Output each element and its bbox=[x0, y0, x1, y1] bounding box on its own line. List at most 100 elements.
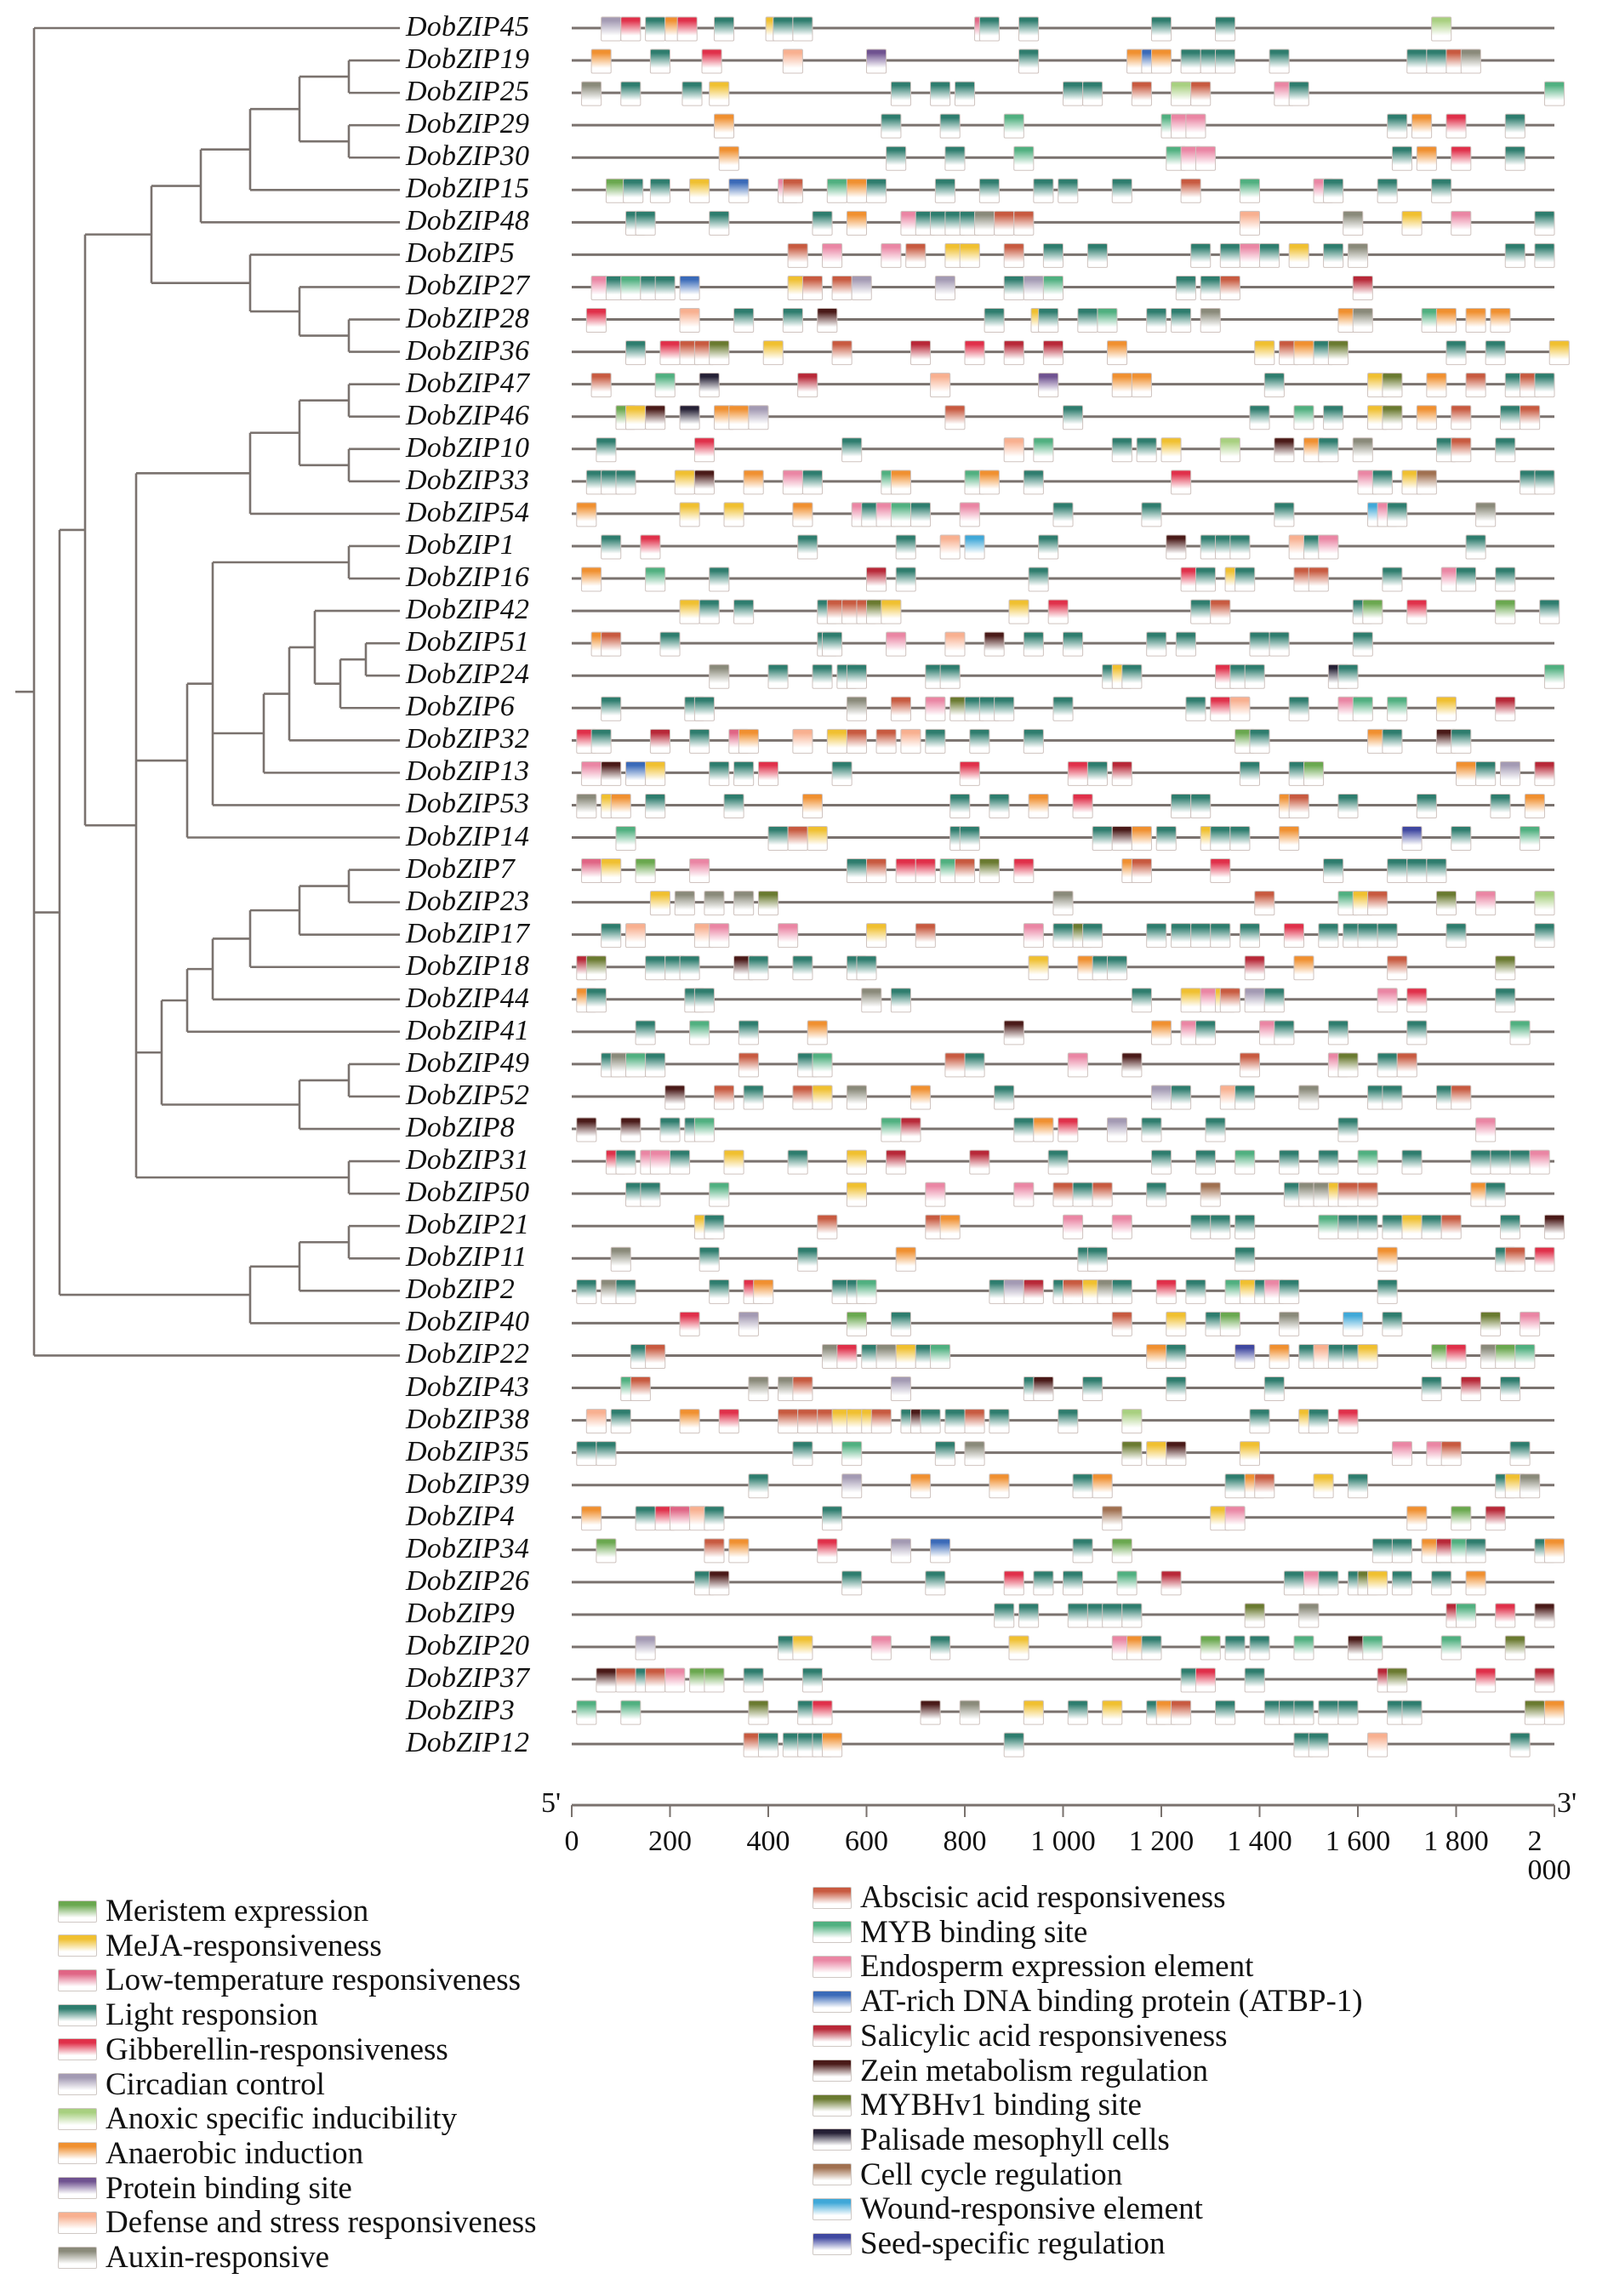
cis-element-mh bbox=[1387, 1667, 1408, 1693]
cis-element-gi bbox=[817, 1538, 838, 1564]
cis-element-ab bbox=[738, 1052, 759, 1078]
cis-element-my bbox=[576, 1700, 597, 1725]
gene-label: DobZIP35 bbox=[406, 1435, 530, 1467]
cis-element-gi bbox=[1337, 1409, 1359, 1434]
gene-label: DobZIP53 bbox=[406, 788, 530, 820]
cis-element-ab bbox=[1013, 210, 1035, 236]
cis-element-mj bbox=[645, 761, 666, 786]
gene-track bbox=[572, 534, 1554, 560]
legend-label: Endosperm expression element bbox=[860, 1949, 1254, 1985]
cis-element-gi bbox=[895, 858, 916, 884]
legend-item: Palisade mesophyll cells bbox=[813, 2124, 1170, 2156]
cis-element-mh bbox=[1524, 1700, 1545, 1725]
cis-element-li bbox=[1106, 955, 1128, 981]
cis-element-li bbox=[748, 1473, 769, 1499]
cis-element-mj bbox=[625, 405, 647, 430]
cis-element-li bbox=[939, 113, 961, 139]
cis-element-ze bbox=[620, 1117, 641, 1142]
legend-swatch bbox=[58, 2107, 97, 2130]
cis-element-li bbox=[822, 631, 843, 657]
cis-element-mj bbox=[1401, 210, 1423, 236]
legend-label: Anaerobic induction bbox=[105, 2135, 364, 2171]
cis-element-en bbox=[782, 470, 803, 495]
legend-swatch bbox=[58, 2038, 97, 2061]
cis-element-au bbox=[1200, 308, 1221, 333]
axis-tick-label: 400 bbox=[746, 1826, 790, 1857]
cis-element-en bbox=[664, 1667, 686, 1693]
cis-element-my bbox=[1387, 696, 1408, 721]
cis-element-ab bbox=[704, 1538, 725, 1564]
legend-label: MYB binding site bbox=[860, 1914, 1088, 1950]
cis-element-mj bbox=[959, 242, 980, 268]
cis-element-ae bbox=[1279, 826, 1300, 851]
legend-swatch bbox=[813, 2094, 852, 2117]
cis-element-ci bbox=[635, 1635, 656, 1661]
cis-element-ds bbox=[944, 631, 966, 657]
legend-item: Endosperm expression element bbox=[813, 1951, 1253, 1982]
cis-element-my bbox=[1116, 1570, 1138, 1596]
cis-element-my bbox=[615, 826, 636, 851]
cis-element-li bbox=[1337, 664, 1359, 689]
cis-element-ae bbox=[728, 405, 750, 430]
cis-element-li bbox=[944, 1409, 966, 1434]
cis-element-ci bbox=[934, 275, 955, 300]
cis-element-en bbox=[1318, 534, 1339, 560]
cis-element-ae bbox=[846, 178, 868, 203]
cis-element-ab bbox=[1308, 567, 1329, 592]
cis-element-gi bbox=[964, 340, 985, 366]
cis-element-li bbox=[1063, 405, 1084, 430]
cis-element-li bbox=[1431, 1570, 1452, 1596]
legend-item: Defense and stress responsiveness bbox=[58, 2207, 537, 2238]
cis-element-ab bbox=[1171, 1700, 1192, 1725]
cis-element-li bbox=[1323, 405, 1344, 430]
cis-element-ae bbox=[718, 145, 739, 171]
cis-element-li bbox=[679, 955, 700, 981]
cis-element-li bbox=[601, 696, 622, 721]
cis-element-li bbox=[1018, 16, 1040, 42]
cis-element-ab bbox=[1337, 1182, 1359, 1207]
cis-element-gi bbox=[1475, 1667, 1497, 1693]
cis-element-mh bbox=[1504, 1635, 1525, 1661]
cis-element-ae bbox=[1456, 761, 1477, 786]
cis-element-ae bbox=[1269, 1343, 1290, 1369]
gene-track bbox=[572, 1603, 1555, 1628]
cis-element-li bbox=[681, 81, 703, 106]
cis-element-li bbox=[1003, 1732, 1024, 1758]
cis-element-li bbox=[930, 1635, 951, 1661]
legend-label: Seed-specific regulation bbox=[860, 2226, 1166, 2261]
cis-element-au bbox=[1343, 210, 1364, 236]
cis-element-ae bbox=[1377, 1246, 1398, 1272]
cis-element-li bbox=[1382, 1085, 1403, 1110]
cis-element-li bbox=[909, 502, 932, 527]
cis-element-li bbox=[1239, 923, 1261, 949]
cis-element-my bbox=[625, 1052, 647, 1078]
cis-element-ae bbox=[1131, 373, 1152, 398]
gene-label: DobZIP38 bbox=[406, 1403, 530, 1435]
cis-element-li bbox=[1190, 1214, 1212, 1239]
cis-element-li bbox=[659, 631, 681, 657]
cis-element-ae bbox=[1406, 1506, 1428, 1531]
cis-element-my bbox=[930, 1343, 951, 1369]
cis-element-ab bbox=[846, 728, 868, 754]
cis-element-sa bbox=[1160, 1570, 1182, 1596]
gene-label: DobZIP34 bbox=[406, 1532, 530, 1564]
gene-track bbox=[572, 988, 1554, 1013]
cis-element-li bbox=[1421, 1214, 1442, 1239]
cis-element-ze bbox=[1543, 1214, 1565, 1239]
cis-element-gi bbox=[1013, 858, 1035, 884]
gene-track bbox=[572, 858, 1554, 884]
cis-element-mh bbox=[757, 891, 779, 916]
cis-element-li bbox=[1082, 1376, 1103, 1402]
cis-element-au bbox=[581, 81, 602, 106]
cis-element-li bbox=[1067, 1700, 1088, 1725]
legend-item: Auxin-responsive bbox=[58, 2242, 329, 2273]
cis-element-at bbox=[625, 761, 647, 786]
cis-element-mj bbox=[674, 470, 695, 495]
cis-element-li bbox=[1235, 1085, 1256, 1110]
cis-element-li bbox=[846, 664, 868, 689]
cis-element-ab bbox=[778, 1409, 799, 1434]
gene-track bbox=[572, 1409, 1554, 1434]
cis-element-ae bbox=[890, 470, 911, 495]
cis-element-li bbox=[1086, 761, 1108, 786]
cis-element-ab bbox=[1396, 1052, 1417, 1078]
